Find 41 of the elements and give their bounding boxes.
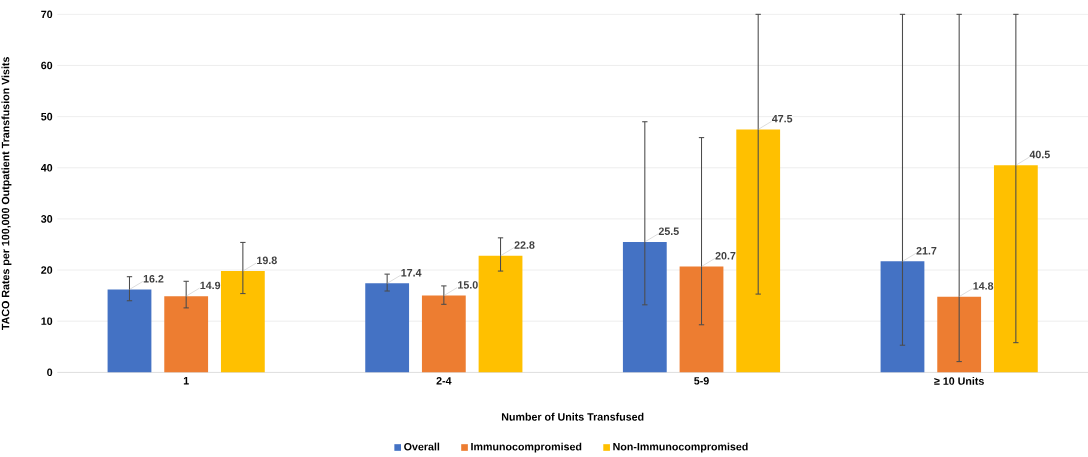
data-label: 40.5: [1029, 150, 1050, 159]
bar: [880, 261, 925, 373]
bar: [421, 295, 466, 373]
bar: [736, 129, 781, 373]
data-label: 14.9: [200, 281, 221, 290]
x-tick-label: 1: [183, 376, 189, 385]
data-label: 16.2: [143, 274, 164, 283]
y-tick-label: 0: [47, 368, 53, 376]
y-axis-title: TACO Rates per 100,000 Outpatient Transfusion Visits: [1, 56, 12, 330]
y-tick-label: 50: [41, 112, 53, 121]
x-axis-title: Number of Units Transfused: [501, 412, 644, 421]
data-label: 22.8: [514, 241, 535, 249]
bar: [107, 289, 152, 373]
bar: [220, 270, 265, 373]
data-label: 47.5: [771, 114, 793, 123]
data-label: 20.7: [715, 251, 736, 260]
y-tick-label: 30: [41, 214, 53, 223]
x-tick-label: 2-4: [436, 376, 452, 385]
y-tick-label: 60: [41, 61, 53, 70]
bar: [937, 296, 982, 373]
data-label: 17.4: [401, 268, 422, 277]
x-tick-label: ≥ 10 Units: [934, 376, 984, 385]
data-label: 25.5: [658, 227, 679, 235]
legend-label: Overall: [404, 442, 440, 451]
data-label: 14.8: [973, 282, 994, 290]
data-label: 21.7: [916, 246, 937, 255]
bar: [164, 295, 209, 373]
y-tick-label: 10: [41, 317, 53, 325]
bar: [679, 266, 724, 373]
bar: [478, 255, 523, 373]
y-tick-label: 70: [41, 10, 53, 18]
bar: [993, 165, 1038, 373]
legend-label: Non-Immunocompromised: [613, 442, 748, 453]
x-tick-label: 5-9: [694, 376, 709, 385]
bar: [622, 241, 667, 373]
legend-label: Immunocompromised: [471, 442, 582, 453]
data-label: 15.0: [458, 280, 478, 289]
data-label: 19.8: [257, 256, 277, 264]
y-tick-label: 20: [41, 266, 53, 274]
y-tick-label: 40: [40, 163, 53, 172]
bar: [365, 283, 410, 373]
